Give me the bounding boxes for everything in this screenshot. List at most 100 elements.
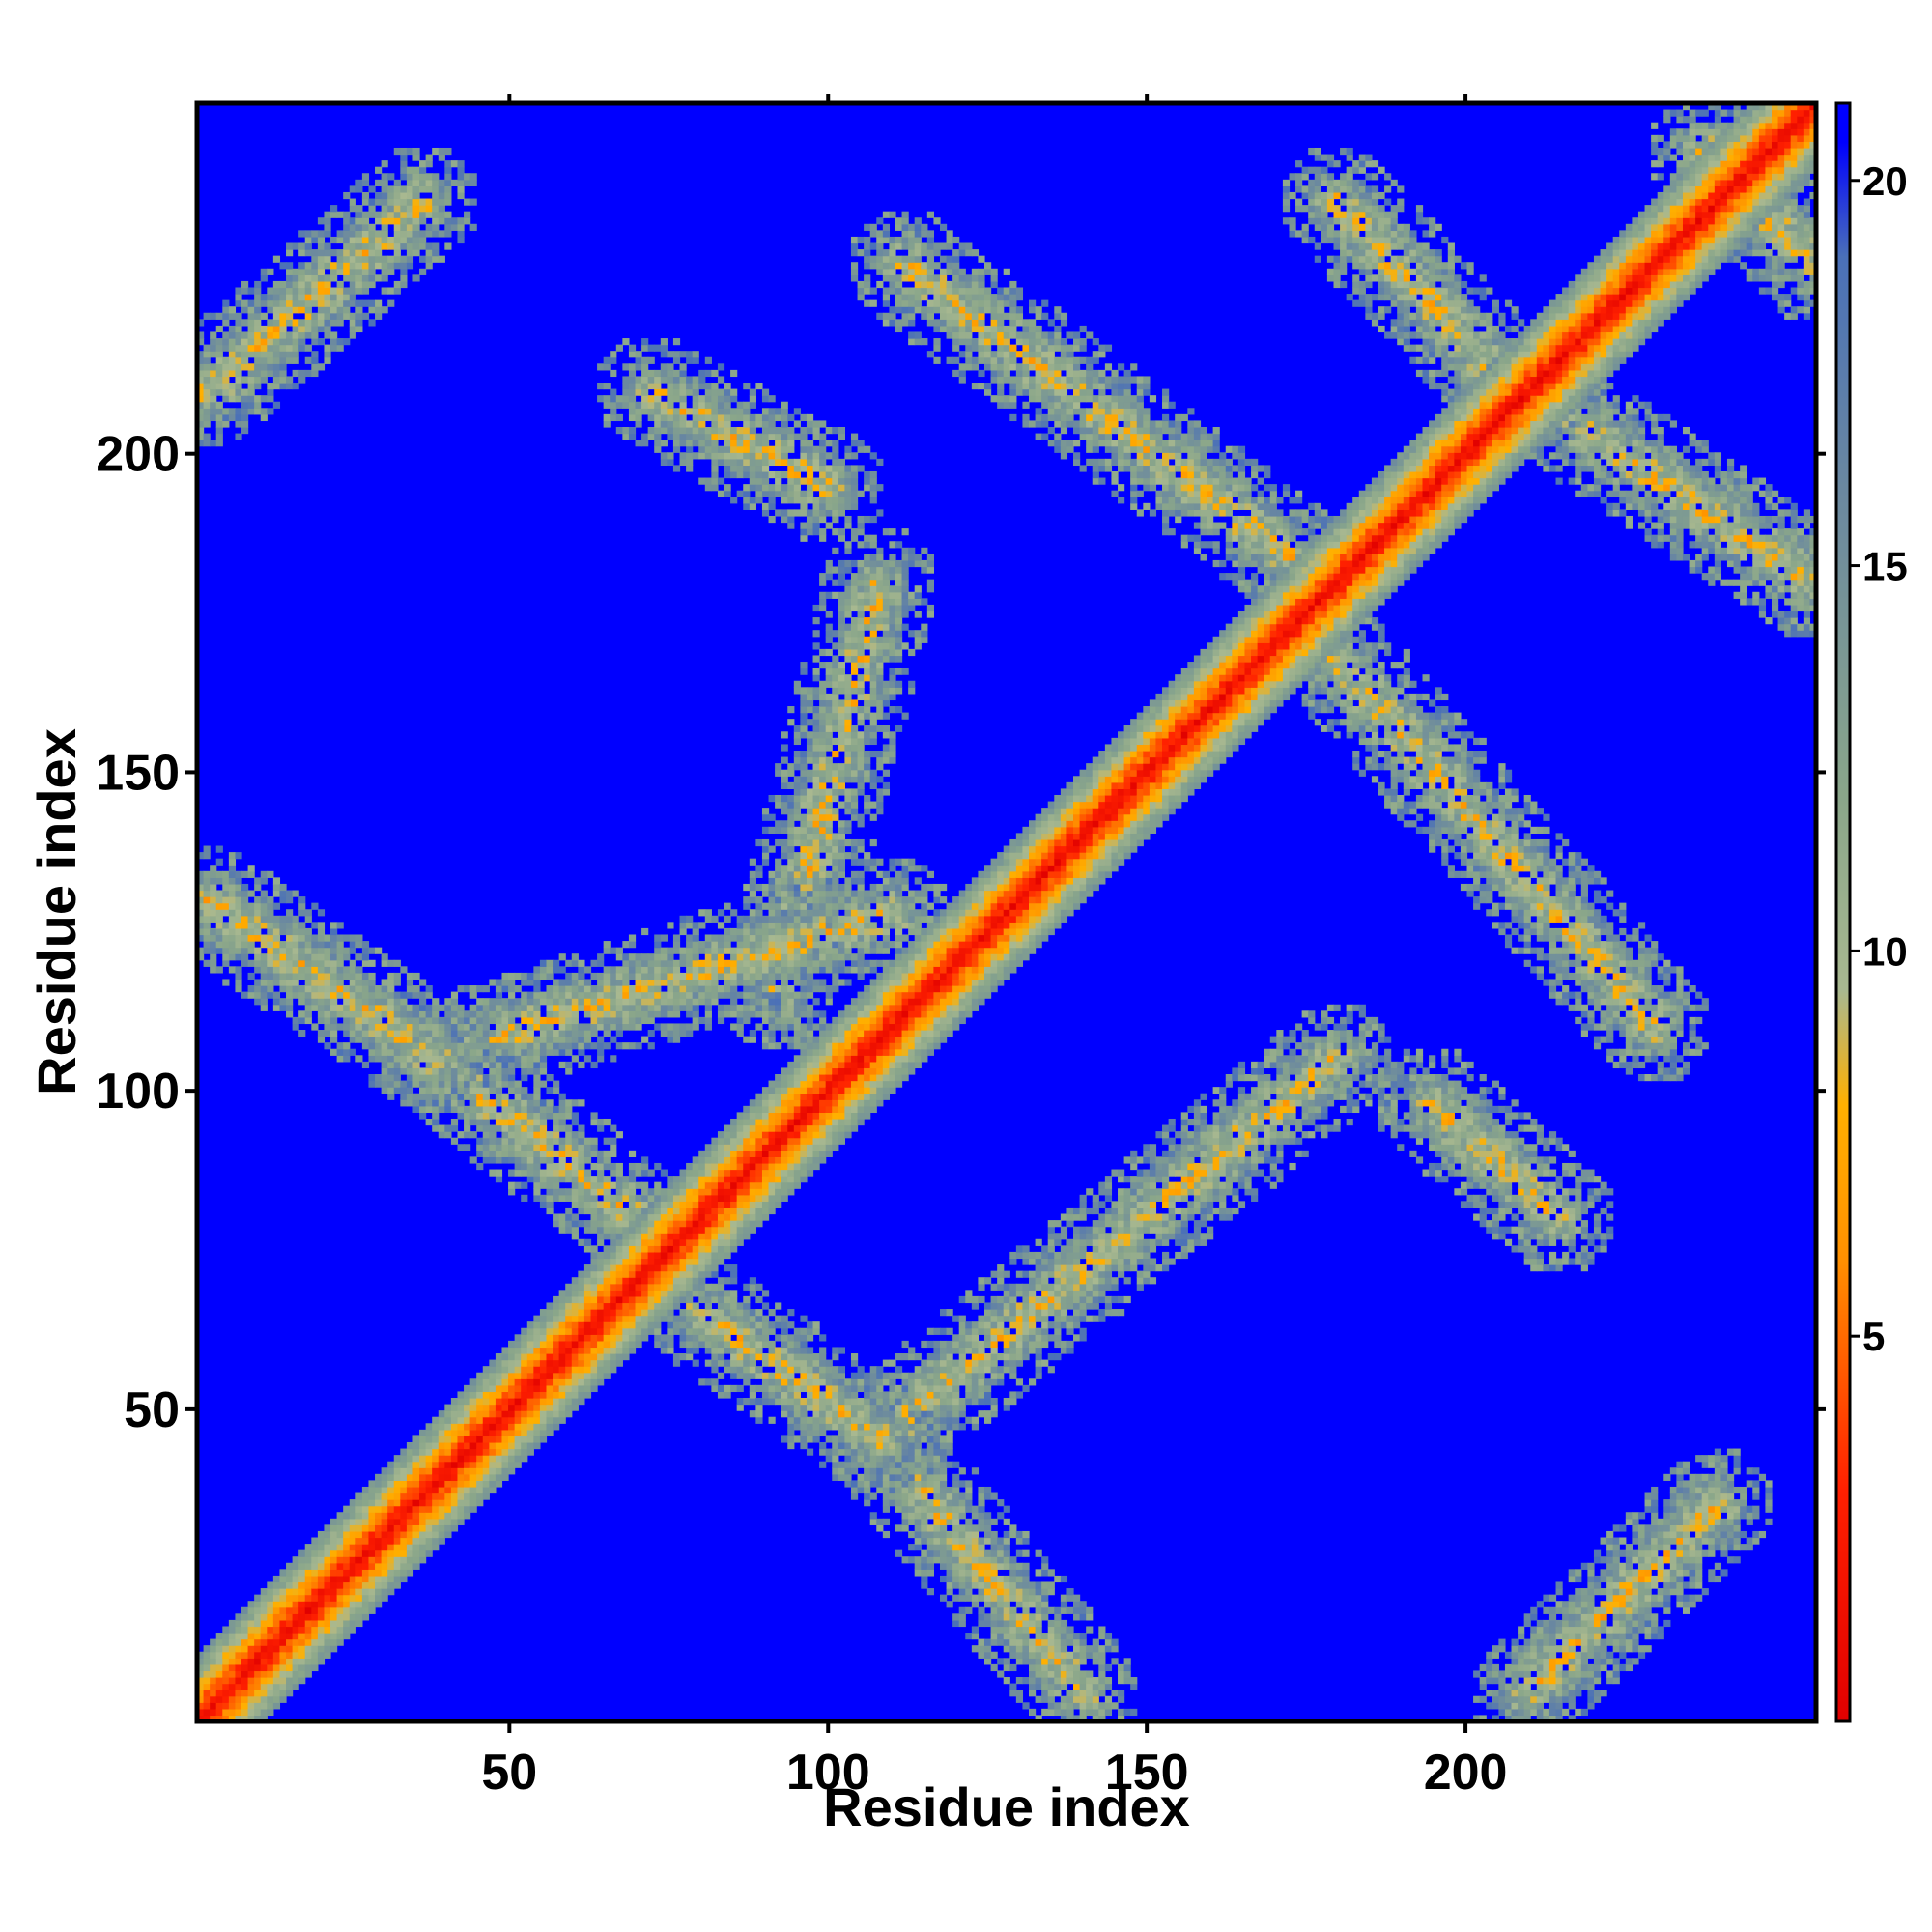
heatmap-cell <box>672 966 681 974</box>
heatmap-cell <box>736 1010 744 1018</box>
heatmap-cell <box>375 249 383 257</box>
heatmap-cell <box>343 191 351 200</box>
heatmap-cell <box>603 1023 611 1031</box>
heatmap-cell <box>406 1030 414 1037</box>
heatmap-cell <box>755 902 763 910</box>
heatmap-cell <box>553 1169 560 1177</box>
heatmap-cell <box>343 953 351 961</box>
heatmap-cell <box>565 1176 573 1183</box>
heatmap-cell <box>692 927 699 936</box>
heatmap-cell <box>247 941 255 949</box>
heatmap-cell <box>558 953 566 961</box>
heatmap-cell <box>343 312 351 320</box>
heatmap-cell <box>521 1429 528 1437</box>
heatmap-cell <box>260 1606 268 1614</box>
heatmap-cell <box>304 287 312 295</box>
heatmap-cell <box>730 1233 738 1240</box>
heatmap-cell <box>464 173 471 181</box>
heatmap-cell <box>628 1016 637 1025</box>
heatmap-cell <box>553 1353 560 1361</box>
heatmap-cell <box>324 947 331 954</box>
heatmap-cell <box>349 217 356 225</box>
heatmap-cell <box>749 870 756 878</box>
heatmap-cell <box>311 941 319 949</box>
heatmap-cell <box>717 1372 725 1379</box>
heatmap-cell <box>267 927 274 936</box>
heatmap-cell <box>698 1321 706 1329</box>
heatmap-cell <box>495 1150 503 1157</box>
heatmap-cell <box>704 1194 712 1202</box>
heatmap-cell <box>514 1340 522 1349</box>
heatmap-cell <box>667 376 674 384</box>
heatmap-cell <box>324 1633 331 1640</box>
heatmap-cell <box>686 947 694 954</box>
heatmap-cell <box>247 1690 255 1697</box>
heatmap-cell <box>641 1258 649 1265</box>
heatmap-cell <box>210 941 217 949</box>
heatmap-cell <box>336 1048 344 1056</box>
heatmap-cell <box>361 959 370 967</box>
heatmap-cell <box>419 236 427 244</box>
heatmap-cell <box>583 1245 592 1253</box>
heatmap-cell <box>686 972 694 980</box>
heatmap-cell <box>406 211 414 218</box>
heatmap-cell <box>521 1137 528 1145</box>
heatmap-cell <box>412 1061 420 1069</box>
heatmap-cell <box>692 1290 699 1297</box>
heatmap-cell <box>571 1295 579 1304</box>
heatmap-cell <box>692 1302 699 1310</box>
heatmap-cell <box>444 1055 452 1063</box>
heatmap-cell <box>654 1162 662 1171</box>
heatmap-cell <box>412 1499 420 1507</box>
heatmap-cell <box>635 1207 642 1215</box>
heatmap-cell <box>355 1010 363 1018</box>
heatmap-cell <box>400 1473 408 1481</box>
heatmap-cell <box>603 1353 611 1361</box>
heatmap-cell <box>444 1461 452 1468</box>
heatmap-cell <box>489 1169 497 1177</box>
heatmap-cell <box>482 1048 490 1056</box>
heatmap-cell <box>272 338 281 346</box>
heatmap-cell <box>444 1518 452 1525</box>
heatmap-cell <box>730 1302 738 1310</box>
heatmap-cell <box>635 1238 642 1246</box>
heatmap-cell <box>457 1435 465 1443</box>
heatmap-cell <box>489 1074 497 1082</box>
heatmap-cell <box>514 1004 522 1011</box>
heatmap-cell <box>749 420 756 428</box>
heatmap-cell <box>672 1030 681 1037</box>
heatmap-cell <box>692 1010 699 1018</box>
heatmap-cell <box>622 1315 630 1322</box>
heatmap-cell <box>724 1226 731 1234</box>
heatmap-cell <box>578 1150 585 1157</box>
heatmap-cell <box>343 1048 351 1056</box>
heatmap-cell <box>272 351 281 358</box>
heatmap-cell <box>349 312 356 320</box>
heatmap-cell <box>641 998 649 1006</box>
heatmap-cell <box>603 1010 611 1018</box>
heatmap-cell <box>343 1030 351 1037</box>
heatmap-cell <box>400 185 408 193</box>
heatmap-cell <box>578 1315 585 1322</box>
heatmap-cell <box>686 922 694 929</box>
heatmap-cell <box>578 1353 585 1361</box>
heatmap-cell <box>641 1188 649 1196</box>
heatmap-cell <box>660 953 668 961</box>
heatmap-cell <box>590 1302 598 1310</box>
heatmap-cell <box>272 1690 281 1697</box>
heatmap-cell <box>590 1194 598 1202</box>
heatmap-cell <box>553 1150 560 1157</box>
heatmap-cell <box>501 1429 509 1437</box>
heatmap-cell <box>647 1042 655 1050</box>
heatmap-cell <box>730 966 738 974</box>
heatmap-cell <box>730 1353 738 1361</box>
heatmap-cell <box>387 1023 395 1031</box>
heatmap-cell <box>704 383 712 390</box>
heatmap-cell <box>197 331 205 339</box>
heatmap-cell <box>336 255 344 263</box>
heatmap-cell <box>260 1683 268 1690</box>
heatmap-cell <box>406 1055 414 1063</box>
heatmap-cell <box>260 972 268 980</box>
heatmap-cell <box>698 1188 706 1196</box>
heatmap-cell <box>717 1201 725 1208</box>
